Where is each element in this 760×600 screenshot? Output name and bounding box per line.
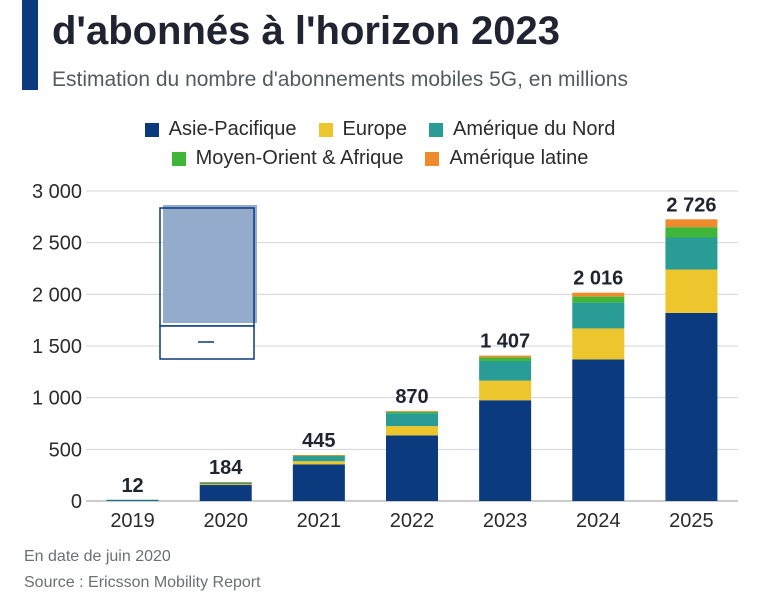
- accent-bar: [22, 0, 38, 90]
- x-tick-label: 2025: [669, 510, 714, 532]
- bar-segment: [479, 400, 532, 501]
- bar-segment: [572, 328, 625, 360]
- bar-segment: [665, 312, 718, 501]
- legend-label: Moyen-Orient & Afrique: [195, 147, 404, 169]
- legend-label: Amérique du Nord: [453, 118, 616, 140]
- legend-swatch: [318, 122, 333, 137]
- legend-item-4: Amérique latine: [425, 147, 588, 170]
- total-label: 12: [121, 475, 143, 497]
- bar-segment: [386, 435, 438, 501]
- legend-swatch: [429, 122, 444, 137]
- bar-segment: [292, 456, 345, 462]
- x-tick-label: 2023: [483, 510, 528, 532]
- y-tick-label: 2 500: [32, 233, 82, 255]
- footer-source: Source : Ericsson Mobility Report: [24, 574, 261, 591]
- legend-label: Asie-Pacifique: [168, 118, 297, 140]
- total-label: 184: [209, 457, 243, 479]
- bar-segment: [292, 464, 345, 501]
- bar-segment: [386, 413, 438, 427]
- chart-legend: Asie-Pacifique Europe Amérique du Nord Moye…: [0, 118, 760, 170]
- total-label: 2 726: [666, 194, 716, 216]
- overlay-panel: [163, 205, 257, 323]
- bar-segment: [199, 482, 252, 485]
- bar-segment: [665, 227, 718, 238]
- bar-segment: [199, 484, 252, 486]
- bar-segment: [292, 455, 345, 456]
- y-tick-label: 3 000: [32, 181, 82, 203]
- x-tick-label: 2024: [576, 510, 621, 532]
- bar-segment: [665, 237, 718, 270]
- legend-label: Amérique latine: [449, 147, 589, 169]
- chart-title: d'abonnés à l'horizon 2023: [52, 9, 561, 53]
- bar-segment: [572, 296, 625, 303]
- bar-segment: [106, 499, 159, 501]
- bar-segment: [199, 484, 252, 501]
- bar-segment: [479, 360, 532, 381]
- x-tick-label: 2019: [110, 510, 155, 532]
- bar-segment: [665, 219, 718, 228]
- total-label: 445: [302, 430, 335, 452]
- bar-segment: [572, 302, 625, 329]
- legend-item-1: Europe: [318, 118, 408, 141]
- bar-segment: [386, 411, 438, 412]
- bar-segment: [199, 481, 252, 483]
- legend-label: Europe: [342, 118, 408, 140]
- bar-segment: [572, 359, 625, 501]
- bar-segment: [292, 461, 345, 465]
- bar-segment: [572, 292, 625, 297]
- legend-item-2: Amérique du Nord: [429, 118, 615, 141]
- x-tick-label: 2022: [390, 510, 435, 532]
- legend-swatch: [144, 122, 159, 137]
- bar-segment: [665, 269, 718, 313]
- y-tick-label: 2 000: [32, 284, 82, 306]
- bar-segment: [386, 426, 438, 436]
- legend-item-3: Moyen-Orient & Afrique: [171, 147, 404, 170]
- legend-item-0: Asie-Pacifique: [144, 118, 297, 141]
- chart-subtitle: Estimation du nombre d'abonnements mobil…: [52, 68, 628, 91]
- footer-note: En date de juin 2020: [24, 548, 171, 565]
- legend-swatch: [171, 151, 186, 166]
- y-tick-label: 1 000: [32, 388, 82, 410]
- bar-segment: [479, 357, 532, 361]
- total-label: 870: [395, 386, 428, 408]
- bar-segment: [479, 380, 532, 401]
- y-tick-label: 500: [49, 439, 82, 461]
- total-label: 1 407: [480, 331, 530, 353]
- x-tick-label: 2020: [203, 510, 248, 532]
- bar-segment: [479, 355, 532, 358]
- legend-swatch: [425, 151, 440, 166]
- x-tick-label: 2021: [297, 510, 342, 532]
- y-tick-label: 0: [71, 491, 82, 513]
- total-label: 2 016: [573, 268, 623, 290]
- y-tick-label: 1 500: [32, 336, 82, 358]
- bar-segment: [386, 411, 438, 414]
